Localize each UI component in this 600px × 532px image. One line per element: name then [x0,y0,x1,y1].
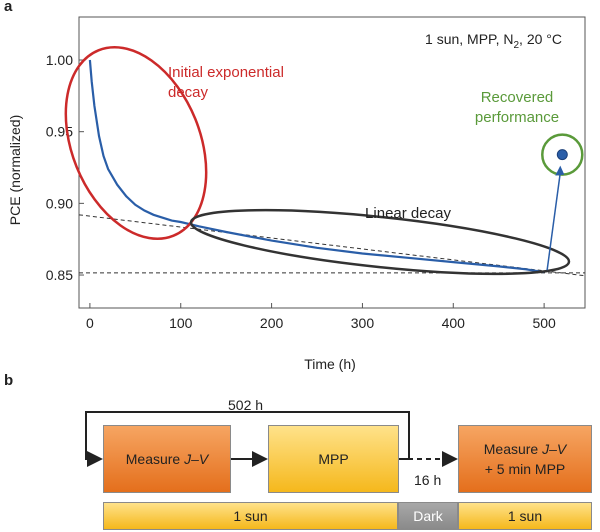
y-tick-label: 0.90 [46,195,73,211]
recovered-annotation: Recovered performance [475,89,559,126]
measure-jv-box: Measure J–V [103,425,231,493]
measure-jv-label: Measure J–V [125,451,209,467]
plot-frame [78,16,586,309]
one-sun-bar: 1 sun [103,502,398,530]
y-tick-label: 1.00 [46,52,73,68]
x-tick-label: 100 [169,315,193,331]
linear-decay-ellipse [189,208,571,276]
recovered-point [556,149,568,161]
x-tick-label: 200 [260,315,284,331]
x-tick-label: 0 [86,315,94,331]
recovery-arrow-head [555,165,565,176]
mpp-label: MPP [318,451,349,467]
linear-fit-dashed-line [78,214,586,277]
mpp-box: MPP [268,425,399,493]
initial-decay-annotation: Initial exponential decay [168,64,284,101]
measure-jv-mpp-label: Measure J–V + 5 min MPP [483,441,567,477]
y-axis-label: PCE (normalized) [7,115,23,225]
x-tick-label: 500 [532,315,556,331]
loop-arrow [85,411,410,467]
y-tick-label: 0.85 [46,267,73,283]
x-axis-label: Time (h) [304,356,356,372]
measure-jv-mpp-box: Measure J–V + 5 min MPP [458,425,592,493]
dark-bar: Dark [398,502,458,530]
recovery-arrow-line [546,172,562,271]
x-tick-label: 300 [351,315,375,331]
gap-time-label: 16 h [414,472,442,488]
panel-b-label: b [4,372,14,389]
x-tick-label: 400 [442,315,466,331]
pce-series-line [88,59,545,274]
loop-time-label: 502 h [228,397,264,413]
one-sun-bar-2: 1 sun [458,502,592,530]
panel-a-label: a [4,0,13,15]
initial-decay-ellipse [64,45,208,241]
linear-decay-annotation: Linear decay [365,205,451,222]
condition-label: 1 sun, MPP, N2, 20 °C [425,31,562,51]
